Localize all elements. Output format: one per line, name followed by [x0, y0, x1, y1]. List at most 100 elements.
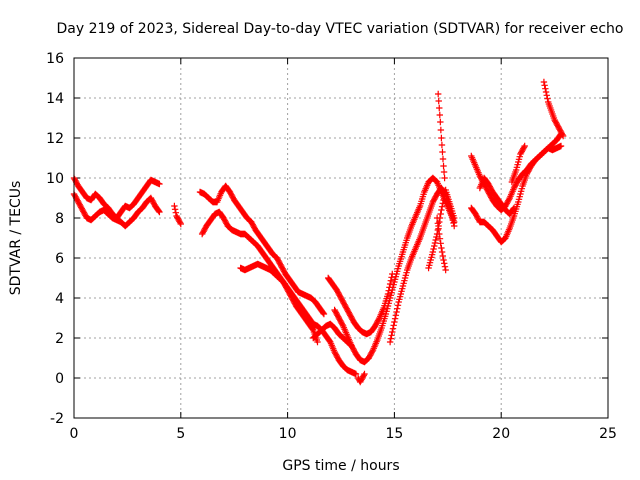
data-point	[176, 219, 184, 226]
data-point	[439, 200, 447, 207]
data-point	[352, 370, 360, 378]
data-point	[432, 236, 439, 244]
y-tick-label: 16	[46, 51, 64, 67]
data-point	[360, 372, 367, 379]
data-point	[436, 218, 443, 226]
x-tick-label: 10	[279, 426, 297, 442]
data-point	[441, 260, 448, 267]
data-point	[387, 335, 395, 342]
y-tick-label: 14	[46, 91, 64, 107]
data-point	[390, 322, 397, 329]
data-point	[156, 180, 163, 188]
data-point	[510, 205, 517, 213]
y-tick-label: 10	[46, 171, 64, 187]
data-point	[387, 277, 395, 284]
y-tick-label: 8	[55, 211, 64, 227]
data-point	[437, 210, 444, 218]
data-point	[438, 203, 446, 210]
data-point	[439, 155, 447, 163]
data-point	[543, 92, 550, 99]
data-point	[389, 325, 397, 332]
data-point	[320, 309, 327, 317]
data-point	[339, 321, 346, 328]
data-point	[309, 325, 316, 333]
data-point	[391, 318, 398, 326]
y-tick-label: -2	[50, 411, 64, 427]
data-point	[438, 244, 445, 252]
y-tick-label: 12	[46, 131, 64, 147]
data-point	[171, 202, 178, 210]
data-point	[440, 196, 447, 204]
data-point	[392, 312, 400, 319]
data-point	[557, 142, 565, 150]
data-point	[441, 263, 449, 270]
data-point	[542, 88, 550, 96]
y-tick-label: 6	[55, 251, 64, 267]
data-point	[436, 230, 443, 238]
data-point	[436, 235, 444, 242]
data-point	[540, 78, 548, 86]
x-tick-label: 5	[176, 426, 185, 442]
data-point	[440, 256, 447, 264]
x-tick-label: 20	[492, 426, 510, 442]
data-point	[393, 308, 400, 316]
data-point	[437, 126, 445, 134]
data-point	[438, 248, 446, 256]
data-point	[386, 338, 394, 346]
data-point	[521, 142, 528, 150]
data-point	[451, 222, 458, 230]
data-point	[451, 214, 458, 222]
data-point	[441, 174, 448, 182]
x-tick-label: 0	[70, 426, 79, 442]
data-point	[155, 207, 162, 215]
data-point	[442, 266, 449, 274]
data-point	[384, 290, 392, 298]
data-marks	[70, 78, 567, 386]
data-point	[430, 245, 437, 253]
data-point	[436, 111, 443, 119]
data-point	[439, 252, 447, 260]
data-point	[369, 348, 376, 355]
data-point	[437, 240, 444, 247]
data-point	[510, 204, 518, 212]
x-tick-label: 15	[385, 426, 403, 442]
data-point	[435, 225, 442, 232]
data-point	[544, 95, 551, 102]
data-point	[436, 104, 443, 112]
data-point	[437, 118, 444, 126]
data-point	[389, 328, 396, 336]
data-point	[440, 168, 448, 176]
data-point	[434, 90, 442, 98]
data-point	[559, 131, 566, 138]
data-point	[559, 132, 567, 140]
data-point	[388, 274, 395, 281]
data-point	[433, 214, 441, 222]
data-point	[450, 219, 457, 227]
plot-frame	[73, 57, 609, 419]
data-point	[520, 144, 528, 151]
data-point	[438, 141, 446, 149]
data-point	[434, 220, 442, 227]
data-point	[391, 315, 399, 322]
tick-layer: 0 5 10 15 20 25 -2 0 2 4 6 8 10 12 14 16	[46, 51, 617, 442]
data-point	[171, 206, 179, 213]
data-point	[440, 162, 447, 170]
data-point	[156, 208, 163, 216]
chart-title: Day 219 of 2023, Sidereal Day-to-day VTE…	[57, 21, 624, 37]
data-point	[438, 134, 445, 142]
x-tick-label: 25	[599, 426, 617, 442]
data-point	[429, 248, 437, 256]
data-point	[438, 206, 445, 214]
data-point	[320, 310, 328, 318]
data-point	[172, 209, 180, 216]
data-point	[388, 332, 395, 339]
data-point	[542, 85, 549, 92]
data-point	[505, 196, 513, 203]
y-axis-title: SDTVAR / TECUs	[8, 181, 24, 296]
data-point	[431, 242, 438, 250]
data-point	[541, 82, 548, 89]
data-point	[386, 280, 394, 288]
data-point	[439, 148, 446, 156]
y-tick-label: 2	[55, 331, 64, 347]
